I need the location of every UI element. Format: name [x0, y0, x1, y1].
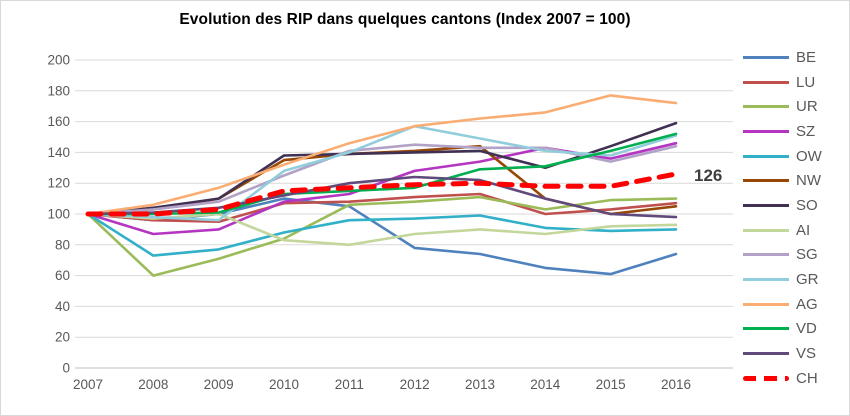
legend-item-NW: NW	[743, 168, 822, 193]
chart-title: Evolution des RIP dans quelques cantons …	[179, 11, 631, 28]
legend-label-SZ: SZ	[796, 122, 816, 140]
y-tick-label: 180	[47, 83, 70, 98]
legend-item-SG: SG	[743, 243, 822, 268]
x-tick-label: 2011	[335, 377, 364, 392]
legend-label-VS: VS	[796, 345, 817, 363]
x-tick-label: 2009	[204, 377, 234, 392]
legend-item-AG: AG	[743, 292, 822, 317]
legend-swatch-VS	[743, 352, 789, 356]
legend-swatch-UR	[743, 105, 789, 109]
y-tick-label: 80	[55, 237, 70, 252]
legend-swatch-SG	[743, 253, 789, 257]
legend-label-AI: AI	[796, 221, 811, 239]
x-tick-label: 2007	[73, 377, 103, 392]
series-line-CH	[85, 171, 679, 217]
x-tick-label: 2013	[465, 377, 495, 392]
x-tick-label: 2014	[530, 377, 561, 392]
series-lines	[85, 94, 679, 277]
legend-item-VS: VS	[743, 341, 822, 366]
legend-item-OW: OW	[743, 144, 822, 169]
legend-swatch-AG	[743, 302, 789, 306]
legend-item-BE: BE	[743, 45, 822, 70]
legend-item-CH: CH	[743, 366, 822, 391]
x-axis-labels: 2007 2008 2009 2010 2011 2012 2013 2014 2015 2016	[73, 377, 691, 392]
legend-label-VD: VD	[796, 320, 817, 338]
legend-label-LU: LU	[796, 73, 816, 91]
legend: BE LU UR SZ OW NW SO AI SG GR AG VD VS CH	[743, 45, 822, 391]
y-tick-label: 0	[62, 361, 70, 376]
legend-swatch-CH	[743, 375, 789, 381]
legend-item-SZ: SZ	[743, 119, 822, 144]
series-line-AI	[86, 212, 678, 247]
legend-item-LU: LU	[743, 70, 822, 95]
legend-swatch-GR	[743, 278, 789, 282]
legend-label-SG: SG	[796, 246, 818, 264]
legend-label-AG: AG	[796, 295, 818, 313]
y-tick-label: 60	[55, 268, 70, 283]
legend-swatch-NW	[743, 179, 789, 183]
legend-label-CH: CH	[796, 369, 818, 387]
x-tick-label: 2010	[269, 377, 299, 392]
series-line-LU	[86, 192, 678, 223]
y-tick-label: 40	[55, 299, 70, 314]
series-line-UR	[86, 195, 678, 277]
legend-label-BE: BE	[796, 48, 817, 66]
ch-value-annotation: 126	[694, 166, 723, 185]
legend-item-AI: AI	[743, 218, 822, 243]
legend-label-NW: NW	[796, 172, 821, 190]
y-tick-label: 140	[47, 145, 70, 160]
y-tick-label: 100	[47, 207, 70, 222]
series-line-SO	[86, 121, 678, 216]
legend-swatch-SO	[743, 203, 789, 207]
y-tick-label: 20	[55, 330, 70, 345]
legend-swatch-OW	[743, 154, 789, 158]
legend-swatch-SZ	[743, 129, 789, 133]
series-line-AG	[86, 94, 678, 216]
legend-swatch-LU	[743, 80, 789, 84]
legend-label-UR: UR	[796, 98, 818, 116]
y-tick-label: 160	[47, 114, 70, 129]
legend-swatch-VD	[743, 327, 789, 331]
legend-label-GR: GR	[796, 271, 819, 289]
legend-item-SO: SO	[743, 193, 822, 218]
legend-item-VD: VD	[743, 317, 822, 342]
series-line-GR	[86, 124, 678, 222]
x-tick-label: 2012	[400, 377, 430, 392]
legend-item-GR: GR	[743, 267, 822, 292]
legend-label-SO: SO	[796, 196, 818, 214]
legend-swatch-BE	[743, 55, 789, 59]
series-line-SG	[86, 143, 678, 216]
legend-label-OW: OW	[796, 147, 822, 165]
legend-swatch-AI	[743, 228, 789, 232]
y-tick-label: 120	[47, 176, 70, 191]
y-tick-label: 200	[47, 53, 70, 68]
x-tick-label: 2016	[661, 377, 691, 392]
legend-item-UR: UR	[743, 94, 822, 119]
x-tick-label: 2015	[596, 377, 626, 392]
x-tick-label: 2008	[138, 377, 168, 392]
